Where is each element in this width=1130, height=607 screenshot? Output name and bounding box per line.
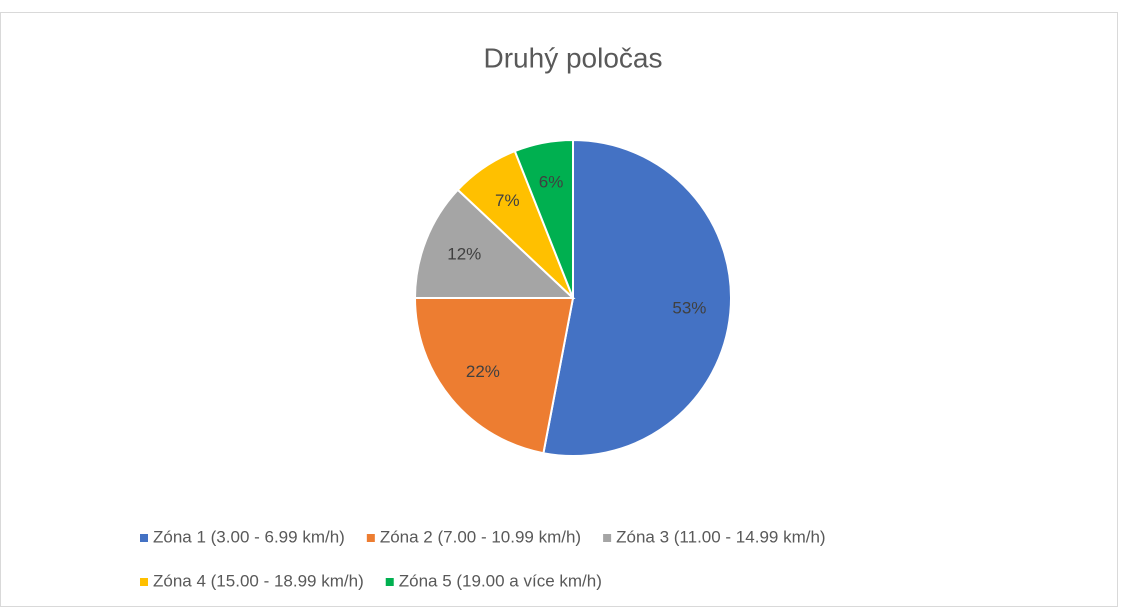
legend-swatch (140, 578, 148, 586)
pie-slice (513, 138, 574, 299)
legend-swatch (140, 534, 148, 542)
legend-label: Zóna 4 (15.00 - 18.99 km/h) (153, 571, 364, 590)
data-label: 22% (466, 362, 500, 381)
pie-slice (413, 297, 575, 455)
legend-swatch (366, 534, 375, 542)
data-label: 6% (539, 173, 564, 192)
legend-swatch (603, 534, 612, 542)
data-label: 12% (447, 244, 481, 263)
legend-label: Zóna 2 (7.00 - 10.99 km/h) (380, 527, 581, 546)
legend-label: Zóna 5 (19.00 a více km/h) (399, 571, 602, 590)
legend-label: Zóna 3 (11.00 - 14.99 km/h) (616, 527, 825, 546)
data-label: 53% (672, 298, 706, 317)
chart-title: Druhý poločas (484, 42, 663, 73)
data-label: 7% (495, 191, 520, 210)
pie-slice (542, 138, 733, 457)
legend-label: Zóna 1 (3.00 - 6.99 km/h) (153, 527, 345, 546)
pie-slice (413, 188, 576, 299)
legend-swatch (385, 578, 394, 586)
